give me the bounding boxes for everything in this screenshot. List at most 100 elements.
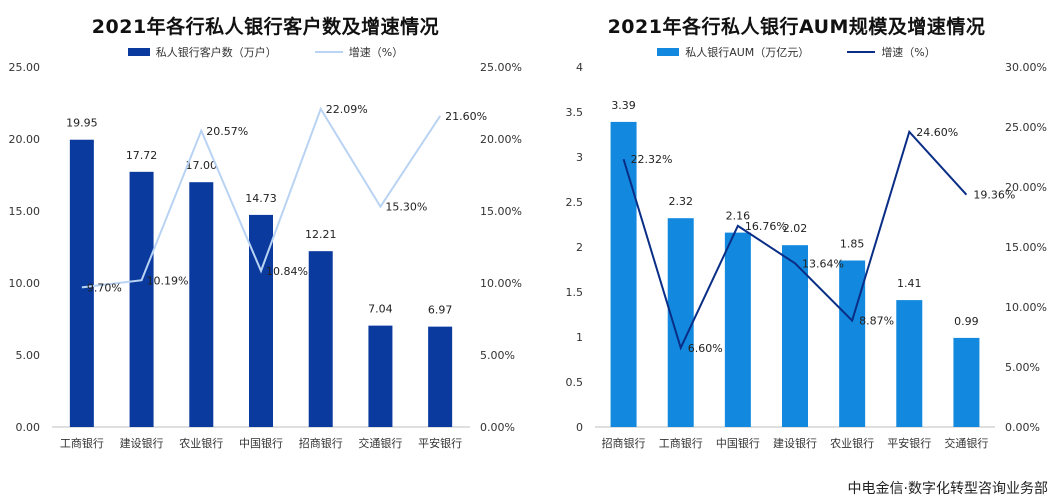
x-tick-label: 工商银行	[60, 436, 104, 450]
y-tick-label: 3.5	[566, 106, 584, 119]
y2-tick-label: 25.00%	[480, 61, 522, 74]
x-tick-label: 平安银行	[887, 436, 931, 450]
legend-swatch-bar	[657, 48, 680, 56]
bar	[129, 171, 154, 427]
x-tick-label: 中国银行	[239, 436, 283, 450]
legend-item-bar: 私人银行AUM（万亿元）	[657, 44, 809, 60]
legend-label: 私人银行AUM（万亿元）	[685, 46, 810, 59]
bar	[368, 325, 393, 427]
growth-value-label: 16.76%	[745, 220, 787, 233]
bar	[610, 121, 637, 428]
bar	[953, 337, 980, 427]
chart-legend: 私人银行客户数（万户） 增速（%）	[0, 44, 531, 60]
y-tick-label: 20.00	[9, 133, 41, 146]
bar	[839, 260, 866, 427]
y-tick-label: 25.00	[9, 61, 41, 74]
bar-value-label: 19.95	[66, 117, 98, 130]
y2-tick-label: 25.00%	[1005, 121, 1047, 134]
bar-value-label: 17.72	[126, 149, 158, 162]
bar-value-label: 3.39	[611, 99, 636, 112]
bar	[896, 300, 923, 427]
bar	[189, 182, 214, 427]
chart-title: 2021年各行私人银行AUM规模及增速情况	[607, 16, 986, 38]
y-tick-label: 3	[576, 151, 583, 164]
bar-value-label: 0.99	[954, 315, 979, 328]
y2-tick-label: 20.00%	[1005, 181, 1047, 194]
growth-value-label: 19.36%	[973, 189, 1015, 202]
growth-value-label: 22.09%	[326, 103, 368, 116]
y-tick-label: 2	[576, 241, 583, 254]
growth-value-label: 8.87%	[859, 315, 894, 328]
growth-value-label: 21.60%	[445, 110, 487, 123]
bar	[724, 232, 751, 427]
bar-value-label: 7.04	[368, 303, 393, 316]
y-tick-label: 4	[576, 61, 583, 74]
y-tick-label: 1.5	[566, 286, 584, 299]
y-tick-label: 0	[576, 421, 583, 434]
bar-value-label: 2.16	[726, 210, 751, 223]
y-tick-label: 0.5	[566, 376, 584, 389]
chart-title: 2021年各行私人银行客户数及增速情况	[91, 16, 440, 38]
bar	[69, 139, 94, 427]
footer-source: 中电金信·数字化转型咨询业务部	[847, 481, 1048, 497]
y-tick-label: 0.00	[16, 421, 41, 434]
bar-value-label: 6.97	[428, 304, 453, 317]
y-tick-label: 2.5	[566, 196, 584, 209]
bar-value-label: 2.32	[668, 195, 693, 208]
bar-value-label: 14.73	[245, 192, 277, 205]
y-tick-label: 1	[576, 331, 583, 344]
x-tick-label: 招商银行	[299, 436, 343, 450]
x-tick-label: 中国银行	[716, 436, 760, 450]
growth-value-label: 13.64%	[802, 257, 844, 270]
legend-swatch-line	[314, 51, 343, 53]
bar-value-label: 17.00	[186, 159, 218, 172]
legend-item-line: 增速（%）	[847, 44, 936, 60]
y2-tick-label: 30.00%	[1005, 61, 1047, 74]
aum-chart: 0 0.5 1 1.5 2 2.5 3 3.5 4 0.00% 5.00% 10.00% 15.00% 2…	[566, 61, 1047, 450]
growth-value-label: 9.70%	[87, 281, 122, 294]
y-tick-label: 5.00	[16, 349, 41, 362]
y2-tick-label: 10.00%	[1005, 301, 1047, 314]
legend-label: 增速（%）	[348, 46, 404, 59]
y-tick-label: 15.00	[9, 205, 41, 218]
bar-value-label: 2.02	[783, 222, 808, 235]
growth-line	[81, 106, 441, 289]
growth-value-label: 15.30%	[385, 201, 427, 214]
y2-tick-label: 5.00%	[480, 349, 515, 362]
y2-tick-label: 0.00%	[1005, 421, 1040, 434]
y2-tick-label: 10.00%	[480, 277, 522, 290]
aum-chart-panel: 2021年各行私人银行AUM规模及增速情况 私人银行AUM（万亿元） 增速（%）…	[531, 0, 1062, 470]
x-tick-label: 建设银行	[120, 436, 164, 450]
customers-chart-panel: 2021年各行私人银行客户数及增速情况 私人银行客户数（万户） 增速（%） 0.…	[0, 0, 531, 470]
chart-legend: 私人银行AUM（万亿元） 增速（%）	[531, 44, 1062, 60]
growth-value-label: 22.32%	[631, 153, 673, 166]
legend-label: 私人银行客户数（万户）	[155, 46, 277, 59]
x-tick-label: 交通银行	[358, 436, 402, 450]
bar	[782, 245, 808, 427]
y-tick-label: 10.00	[9, 277, 41, 290]
y2-tick-label: 15.00%	[480, 205, 522, 218]
bar-value-label: 1.85	[840, 238, 865, 251]
x-tick-label: 招商银行	[602, 436, 646, 450]
bar-value-label: 1.41	[897, 277, 922, 290]
growth-value-label: 10.19%	[147, 274, 189, 287]
y2-tick-label: 20.00%	[480, 133, 522, 146]
customers-chart: 0.00 5.00 10.00 15.00 20.00 25.00 0.00% 5.00% 10…	[9, 61, 522, 450]
legend-swatch-line	[847, 51, 876, 53]
legend-item-bar: 私人银行客户数（万户）	[127, 44, 277, 60]
x-tick-label: 农业银行	[830, 436, 874, 450]
growth-value-label: 10.84%	[266, 265, 308, 278]
x-tick-label: 建设银行	[773, 436, 817, 450]
y2-tick-label: 0.00%	[480, 421, 515, 434]
bar	[428, 326, 453, 427]
bar	[308, 251, 333, 427]
x-tick-label: 工商银行	[659, 436, 703, 450]
x-tick-label: 农业银行	[179, 436, 223, 450]
growth-line	[622, 129, 968, 351]
x-tick-label: 交通银行	[944, 436, 988, 450]
legend-item-line: 增速（%）	[314, 44, 404, 60]
x-tick-label: 平安银行	[418, 436, 462, 450]
growth-value-label: 24.60%	[916, 126, 958, 139]
growth-value-label: 6.60%	[688, 342, 723, 355]
bar-value-label: 12.21	[305, 228, 337, 241]
